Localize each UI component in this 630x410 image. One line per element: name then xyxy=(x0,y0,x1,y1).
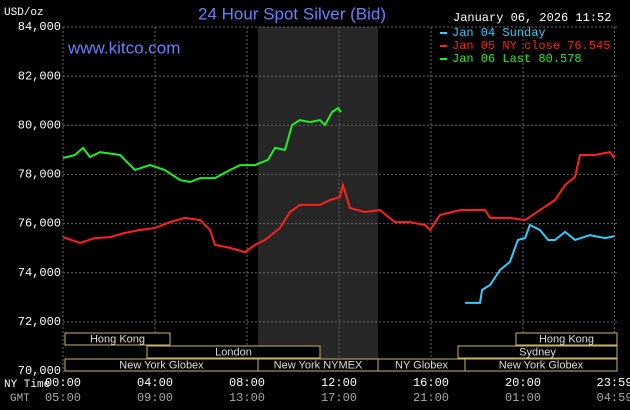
session: London xyxy=(146,345,321,359)
legend-label: Jan 05 NY close 76.545 xyxy=(452,39,610,53)
session: NY Globex xyxy=(377,358,466,372)
session: Hong Kong xyxy=(64,332,171,346)
series-line xyxy=(62,151,616,254)
series-line xyxy=(465,223,615,304)
session-label: New York Globex xyxy=(499,359,584,371)
nymex-shade xyxy=(258,27,378,371)
session-label: NY Globex xyxy=(395,359,448,371)
chart-title: 24 Hour Spot Silver (Bid) xyxy=(198,4,386,23)
session: Hong Kong xyxy=(515,332,618,346)
x2-axis-label: GMT xyxy=(10,393,30,405)
x2-tick-label: 04:59 xyxy=(597,391,630,405)
x-tick-label: 23:59 xyxy=(597,376,630,390)
x2-tick-label: 01:00 xyxy=(505,391,541,405)
x-tick-label: 00:00 xyxy=(45,376,81,390)
y-tick-label: 78,000 xyxy=(18,168,61,182)
x2-tick-label: 09:00 xyxy=(137,391,173,405)
x-tick-label: 08:00 xyxy=(229,376,265,390)
session-box xyxy=(457,345,618,359)
session-box xyxy=(464,358,618,372)
x2-tick-label: 17:00 xyxy=(321,391,357,405)
y-tick-label: 82,000 xyxy=(18,69,61,83)
y-tick-label: 72,000 xyxy=(18,315,61,329)
x2-tick-label: 21:00 xyxy=(413,391,449,405)
session: New York Globex xyxy=(64,358,259,372)
session: Sydney xyxy=(457,345,618,359)
session-label: Hong Kong xyxy=(539,333,594,345)
x2-tick-label: 13:00 xyxy=(229,391,265,405)
x-tick-label: 20:00 xyxy=(505,376,541,390)
session-box xyxy=(146,345,321,359)
x2-tick-label: 05:00 xyxy=(45,391,81,405)
session-label: New York Globex xyxy=(119,359,204,371)
session-box xyxy=(64,332,171,346)
session-label: London xyxy=(215,346,252,358)
legend-label: Jan 06 Last 80.578 xyxy=(452,52,582,66)
y-axis-label: USD/oz xyxy=(4,7,44,19)
session-label: Sydney xyxy=(519,346,556,358)
session-box xyxy=(515,332,618,346)
watermark: www.kitco.com xyxy=(67,38,180,57)
legend-label: Jan 04 Sunday xyxy=(452,26,546,40)
session-label: New York NYMEX xyxy=(274,359,363,371)
y-tick-label: 80,000 xyxy=(18,118,61,132)
y-tick-label: 74,000 xyxy=(18,266,61,280)
series-line xyxy=(62,106,342,184)
session-label: Hong Kong xyxy=(90,333,145,345)
session: New York Globex xyxy=(464,358,618,372)
timestamp: January 06, 2026 11:52 xyxy=(453,11,611,25)
session: New York NYMEX xyxy=(257,358,379,372)
x-tick-label: 12:00 xyxy=(321,376,357,390)
y-tick-label: 76,000 xyxy=(18,217,61,231)
x-axis-label: NY Time xyxy=(4,379,50,391)
y-tick-label: 84,000 xyxy=(18,20,61,34)
x-tick-label: 16:00 xyxy=(413,376,449,390)
y-tick-label: 70,000 xyxy=(18,364,61,378)
x-tick-label: 04:00 xyxy=(137,376,173,390)
